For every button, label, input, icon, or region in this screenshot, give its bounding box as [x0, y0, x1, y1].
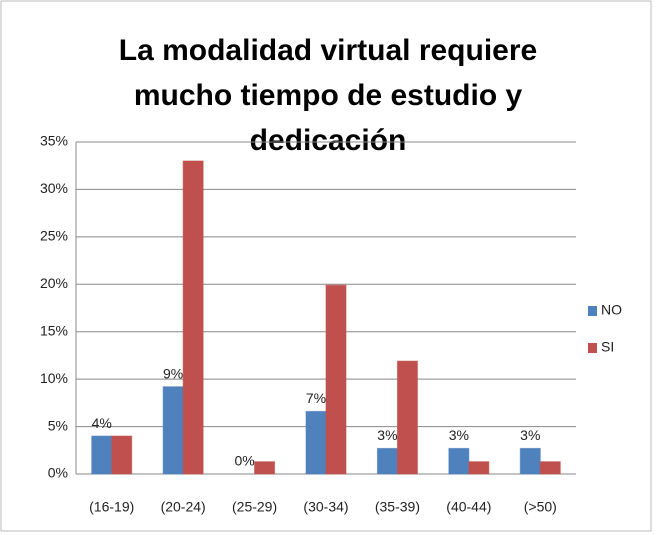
- data-label: 3%: [377, 427, 397, 443]
- bar: [448, 447, 470, 475]
- y-tick-label: 35%: [40, 133, 68, 149]
- bar: [111, 435, 133, 475]
- legend-label: NO: [601, 302, 622, 318]
- bar: [162, 386, 184, 475]
- x-tick-label: (35-39): [375, 499, 420, 515]
- bar: [539, 461, 561, 475]
- x-tick-label: (>50): [524, 499, 557, 515]
- data-label: 4%: [92, 415, 112, 431]
- legend-swatch: [588, 306, 597, 316]
- bar: [254, 461, 276, 475]
- data-label: 7%: [306, 390, 326, 406]
- y-tick-label: 15%: [40, 322, 68, 338]
- y-tick-label: 25%: [40, 228, 68, 244]
- bar: [325, 284, 347, 475]
- data-label: 3%: [520, 427, 540, 443]
- x-tick-label: (25-29): [232, 499, 277, 515]
- bar: [396, 360, 418, 475]
- bar: [91, 435, 113, 475]
- y-tick-label: 5%: [48, 417, 68, 433]
- data-label: 3%: [449, 427, 469, 443]
- bar: [468, 461, 490, 475]
- chart-title: La modalidad virtual requiere mucho tiem…: [118, 34, 538, 157]
- x-tick-label: (40-44): [446, 499, 491, 515]
- y-tick-label: 30%: [40, 180, 68, 196]
- data-label: 9%: [163, 365, 183, 381]
- legend-swatch: [588, 343, 597, 353]
- bar: [182, 160, 204, 475]
- y-tick-label: 20%: [40, 275, 68, 291]
- x-tick-label: (16-19): [89, 499, 134, 515]
- legend-label: SI: [601, 339, 614, 355]
- y-tick-label: 10%: [40, 370, 68, 386]
- x-tick-label: (30-34): [303, 499, 348, 515]
- data-label: 0%: [234, 453, 254, 469]
- bar: [519, 447, 541, 475]
- bar: [305, 410, 327, 475]
- y-tick-label: 0%: [48, 465, 68, 481]
- bar: [376, 447, 398, 475]
- x-tick-label: (20-24): [161, 499, 206, 515]
